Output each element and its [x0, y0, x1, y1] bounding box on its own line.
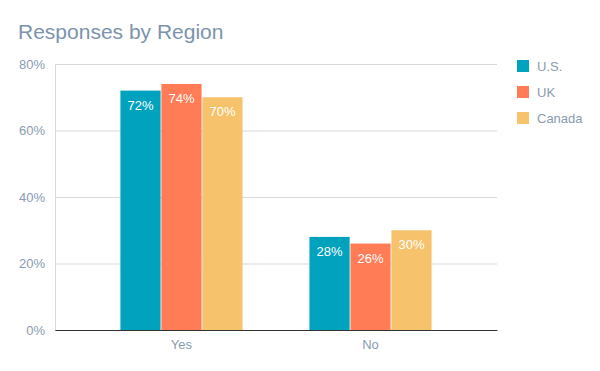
title: Responses by Region	[18, 20, 223, 43]
bars	[120, 84, 431, 330]
chart: Responses by Region0%20%40%60%80%72%28%7…	[0, 0, 600, 371]
y-tick-label: 20%	[19, 256, 45, 271]
y-tick: 80%	[19, 57, 55, 72]
data-labels: 72% 28% 74% 26% 70% 30%	[127, 91, 424, 266]
grid-tick	[55, 330, 497, 331]
y-tick: 0%	[26, 323, 55, 338]
bar	[161, 84, 201, 330]
data-label: 70%	[209, 104, 235, 119]
y-axis-line	[55, 65, 56, 331]
grid	[55, 65, 497, 331]
bar	[202, 97, 242, 330]
legend-label: U.S.	[537, 59, 562, 74]
bar	[309, 237, 349, 330]
legend-item: U.S.	[517, 59, 562, 74]
x-tick: Yes	[171, 330, 193, 352]
bar	[120, 91, 160, 330]
grid-line	[55, 64, 497, 65]
y-tick: 40%	[19, 190, 55, 205]
x-tick-label: Yes	[171, 337, 193, 352]
y-tick: 60%	[19, 123, 55, 138]
legend-swatch	[517, 60, 529, 72]
grid-tick	[55, 64, 497, 65]
y-tick-label: 0%	[26, 323, 45, 338]
data-label: 30%	[398, 237, 424, 252]
grid-line	[55, 330, 497, 331]
y-tick-label: 40%	[19, 190, 45, 205]
data-label: 26%	[358, 251, 384, 266]
x-axis-line	[56, 330, 498, 331]
y-axis: 0% 20% 40% 60% 80%	[19, 57, 56, 338]
y-tick: 20%	[19, 256, 55, 271]
legend: U.S. UK Canada	[517, 59, 583, 126]
y-tick-label: 60%	[19, 123, 45, 138]
legend-label: Canada	[537, 111, 583, 126]
legend-item: UK	[517, 85, 555, 100]
data-label: 28%	[317, 244, 343, 259]
legend-swatch	[517, 112, 529, 124]
y-tick-label: 80%	[19, 57, 45, 72]
bar	[391, 230, 431, 330]
x-tick-label: No	[362, 337, 379, 352]
legend-label: UK	[537, 85, 555, 100]
legend-item: Canada	[517, 111, 583, 126]
data-label: 74%	[168, 91, 194, 106]
data-label: 72%	[127, 98, 153, 113]
bar	[350, 244, 390, 330]
x-axis: Yes No	[56, 330, 498, 352]
legend-swatch	[517, 86, 529, 98]
x-tick: No	[362, 330, 379, 352]
